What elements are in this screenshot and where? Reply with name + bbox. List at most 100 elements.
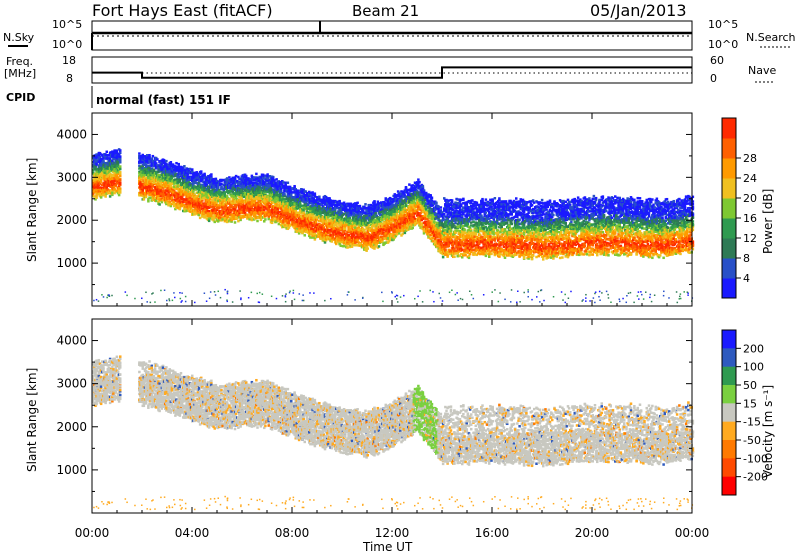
power-cell	[240, 178, 243, 182]
power-cell	[234, 205, 238, 209]
power-cell	[236, 193, 239, 197]
power-cell	[281, 182, 284, 186]
power-cell	[202, 212, 205, 216]
power-cell	[223, 191, 227, 194]
power-cell	[178, 207, 182, 211]
power-cell	[283, 213, 286, 216]
power-cell	[143, 168, 147, 172]
power-cell	[234, 174, 238, 178]
power-cell	[276, 188, 279, 192]
power-cell	[275, 178, 278, 181]
power-cell	[283, 193, 286, 196]
power-cell	[276, 207, 279, 211]
power-cell	[99, 196, 103, 199]
power-cell	[254, 214, 257, 217]
power-cell	[195, 174, 198, 177]
power-cell	[233, 176, 237, 180]
power-cell	[246, 204, 249, 208]
power-cell	[255, 181, 258, 184]
power-cell	[258, 211, 261, 214]
power-cell	[197, 182, 201, 185]
power-cell	[119, 149, 122, 152]
noise-right-tick-hi: 10^5	[708, 18, 738, 31]
power-cell	[310, 221, 313, 225]
power-cell	[150, 167, 153, 170]
power-cell	[231, 214, 234, 217]
power-cell	[160, 200, 164, 204]
power-cell	[188, 187, 192, 190]
power-cell	[231, 177, 234, 180]
power-cell	[299, 207, 302, 210]
power-cell	[195, 195, 198, 198]
power-cell	[170, 177, 174, 180]
power-cell	[177, 162, 180, 166]
power-cell	[236, 185, 239, 189]
power-cell	[148, 171, 151, 174]
power-cell	[105, 167, 108, 170]
power-cell	[238, 193, 241, 196]
power-cell	[246, 213, 249, 217]
power-cell	[191, 197, 194, 200]
power-cell	[270, 219, 274, 223]
power-cell	[92, 192, 95, 195]
power-cell	[269, 213, 273, 217]
power-cell	[111, 159, 114, 163]
noise-left-tick-hi: 10^5	[52, 18, 82, 31]
power-cell	[206, 209, 210, 213]
power-cell	[141, 153, 144, 157]
power-cell	[245, 182, 248, 185]
power-cell	[102, 161, 105, 165]
power-cell	[276, 208, 279, 212]
power-cell	[215, 218, 219, 221]
nave-tick-lo: 0	[710, 72, 717, 85]
power-cell	[119, 182, 122, 186]
power-cell	[93, 195, 96, 198]
power-cell	[98, 151, 102, 155]
power-cell	[155, 187, 158, 191]
power-cell	[146, 154, 149, 157]
power-cell	[158, 183, 161, 187]
power-cell	[310, 216, 313, 220]
power-cell	[304, 200, 308, 204]
power-cell	[215, 208, 219, 212]
power-cell	[293, 186, 296, 189]
power-cell	[161, 193, 165, 196]
power-cell	[169, 163, 173, 166]
power-cell	[211, 188, 214, 191]
power-cell	[201, 191, 204, 194]
power-cell	[188, 167, 192, 171]
power-cell	[218, 214, 221, 218]
power-cell	[169, 204, 173, 208]
power-cell	[165, 193, 168, 196]
power-cell	[290, 192, 293, 195]
power-cell	[251, 187, 255, 190]
power-cell	[301, 227, 304, 230]
power-cell	[148, 155, 151, 159]
power-cell	[299, 210, 302, 213]
power-cell	[256, 182, 259, 186]
power-cell	[314, 220, 318, 224]
power-cell	[241, 180, 245, 184]
noise-left-tick-lo: 10^0	[52, 38, 82, 51]
power-cell	[212, 180, 215, 183]
power-cell	[192, 203, 195, 207]
power-cell	[282, 181, 285, 184]
power-cell	[247, 186, 250, 190]
power-cell	[175, 161, 178, 165]
power-cell	[263, 209, 266, 212]
power-cell	[237, 187, 240, 190]
power-cell	[97, 189, 101, 193]
power-cell	[182, 203, 185, 207]
power-cell	[249, 209, 252, 212]
power-cell	[311, 204, 314, 208]
power-cell	[308, 195, 311, 198]
power-cell	[117, 152, 121, 156]
power-cell	[252, 197, 256, 201]
power-cell	[240, 198, 243, 202]
power-cell	[152, 195, 156, 198]
power-cell	[309, 236, 312, 239]
power-cell	[98, 161, 102, 165]
power-cell	[101, 183, 104, 187]
power-cell	[286, 227, 290, 231]
power-cell	[247, 191, 250, 194]
